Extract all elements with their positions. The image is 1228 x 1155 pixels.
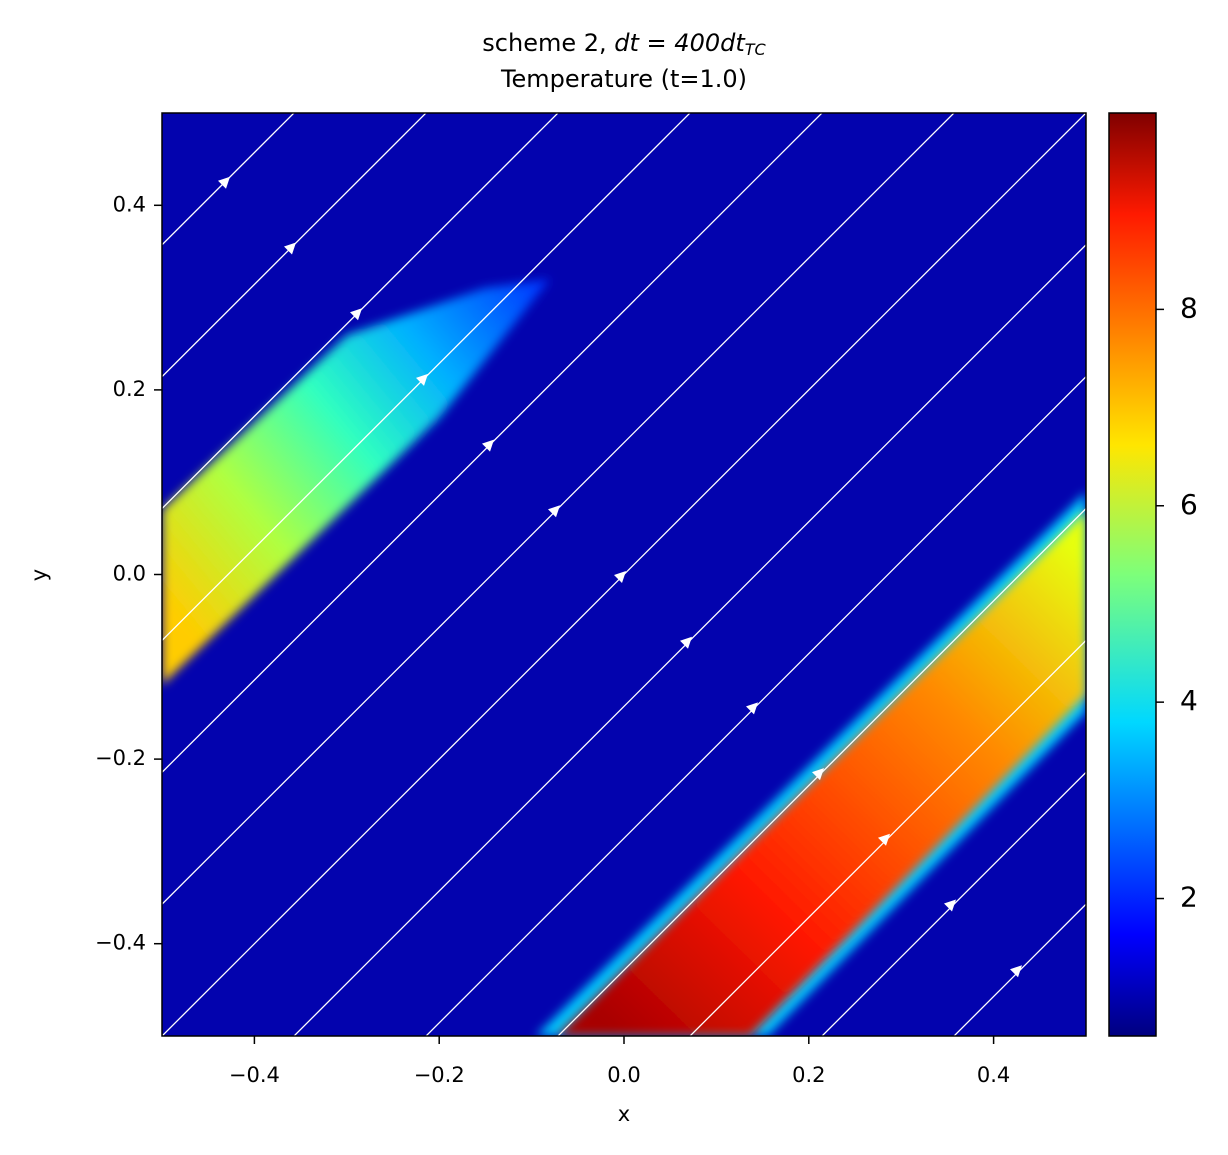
stream-arrow bbox=[746, 702, 758, 715]
heatmap bbox=[162, 113, 1086, 1036]
streamlines bbox=[162, 113, 1086, 1036]
streamline bbox=[162, 113, 427, 378]
streamline bbox=[689, 639, 1086, 1036]
x-tick-label: 0.0 bbox=[607, 1063, 640, 1087]
stream-arrow bbox=[548, 505, 560, 518]
stream-arrow bbox=[944, 899, 956, 912]
streamline bbox=[162, 113, 559, 510]
hot-band-edge bbox=[536, 492, 1086, 1036]
x-tick-label: 0.2 bbox=[792, 1063, 825, 1087]
streamline bbox=[162, 113, 691, 642]
chart-title: scheme 2, dt = 400dtTC bbox=[482, 29, 766, 59]
title-subscript: TC bbox=[745, 40, 767, 59]
colorbar bbox=[1108, 112, 1157, 1037]
x-tick-label: 0.4 bbox=[977, 1063, 1010, 1087]
streamline bbox=[162, 113, 295, 246]
chart-subtitle: Temperature (t=1.0) bbox=[500, 65, 747, 93]
stream-arrow bbox=[614, 571, 626, 583]
y-tick-label: 0.2 bbox=[113, 377, 146, 401]
stream-arrow bbox=[482, 439, 494, 452]
y-tick-label: −0.4 bbox=[95, 931, 146, 955]
stream-arrow bbox=[350, 308, 362, 321]
colorbar-tick-label: 4 bbox=[1180, 684, 1198, 717]
title-prefix: scheme 2, bbox=[482, 29, 614, 57]
colorbar-tick-label: 8 bbox=[1180, 291, 1198, 324]
stream-arrow bbox=[284, 242, 296, 255]
y-axis-label: y bbox=[27, 569, 51, 581]
stream-arrow bbox=[416, 373, 428, 386]
streamline bbox=[162, 113, 955, 906]
streamline bbox=[557, 507, 1086, 1036]
x-tick-label: −0.2 bbox=[414, 1063, 465, 1087]
y-tick-label: 0.4 bbox=[113, 192, 146, 216]
x-tick-label: −0.4 bbox=[229, 1063, 280, 1087]
stream-arrow bbox=[812, 768, 824, 781]
stream-arrow bbox=[680, 636, 692, 649]
stream-arrow bbox=[218, 176, 230, 189]
colorbar-tick-label: 6 bbox=[1180, 488, 1198, 521]
streamline bbox=[953, 903, 1086, 1036]
streamline bbox=[162, 113, 823, 774]
x-axis-label: x bbox=[618, 1102, 630, 1126]
streamline bbox=[821, 771, 1086, 1036]
warm-band bbox=[162, 279, 550, 685]
stream-arrow bbox=[878, 833, 890, 846]
colorbar-tick-label: 2 bbox=[1180, 881, 1198, 914]
title-math: dt = 400dt bbox=[614, 29, 746, 57]
stream-arrow bbox=[1010, 965, 1022, 978]
streamline bbox=[293, 243, 1086, 1036]
streamline bbox=[425, 375, 1086, 1036]
y-tick-label: −0.2 bbox=[95, 746, 146, 770]
y-tick-label: 0.0 bbox=[113, 562, 146, 586]
